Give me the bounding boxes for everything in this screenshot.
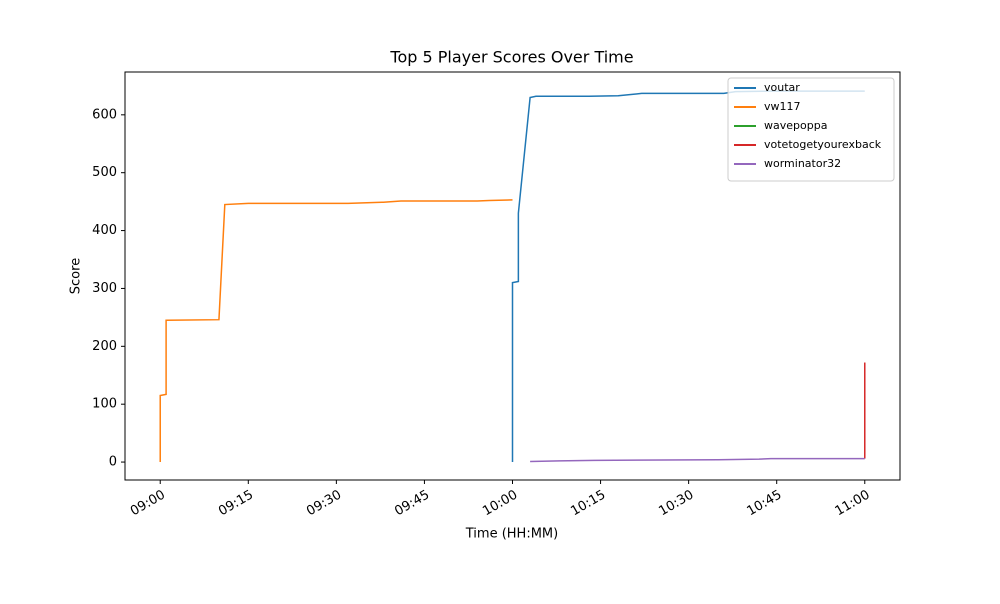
y-tick-label: 0 [109, 455, 117, 470]
series-line [530, 457, 865, 463]
y-tick-label: 100 [92, 397, 117, 412]
x-axis-label: Time (HH:MM) [465, 527, 558, 542]
legend-label: wavepoppa [764, 119, 827, 132]
legend-label: voutar [764, 81, 800, 94]
plot-frame [124, 71, 901, 481]
y-tick-label: 600 [92, 107, 117, 122]
y-axis-label: Score [69, 258, 84, 294]
chart-title: Top 5 Player Scores Over Time [389, 48, 633, 67]
y-tick-label: 400 [92, 223, 117, 238]
y-tick-label: 500 [92, 165, 117, 180]
legend-label: votetogetyourexback [764, 138, 882, 151]
legend: voutar vw117 wavepoppa votetogetyourexback w… [727, 77, 895, 182]
y-tick-label: 300 [92, 281, 117, 296]
legend-label: worminator32 [764, 157, 841, 170]
y-tick-label: 200 [92, 339, 117, 354]
series-line [159, 199, 513, 463]
legend-box [727, 77, 895, 182]
legend-label: vw117 [764, 100, 801, 113]
